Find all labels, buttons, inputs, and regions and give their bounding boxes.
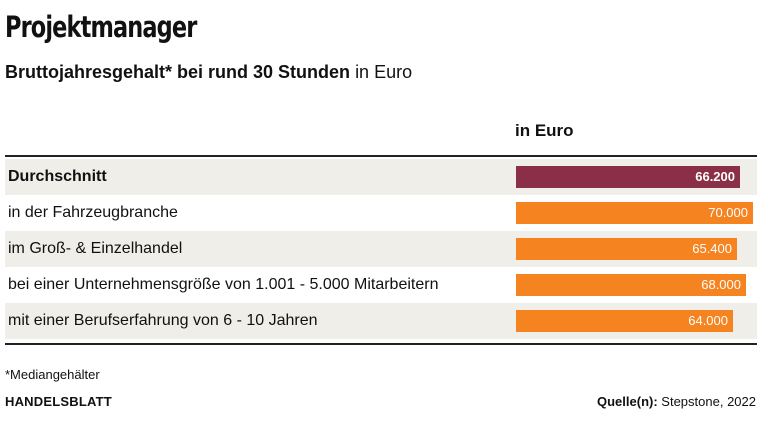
bar-value-label: 68.000 xyxy=(701,277,741,292)
value-column-header: in Euro xyxy=(515,121,574,140)
bar-row: bei einer Unternehmensgröße von 1.001 - … xyxy=(5,267,757,303)
bar-value-label: 65.400 xyxy=(692,241,732,256)
subtitle-unit: in Euro xyxy=(355,62,413,82)
bar-value-label: 70.000 xyxy=(708,205,748,220)
bar-value-label: 64.000 xyxy=(688,313,728,328)
bar: 70.000 xyxy=(516,202,753,224)
bar-table: Durchschnitt 66.200 in der Fahrzeugbranche… xyxy=(5,155,757,345)
source-value: Stepstone, 2022 xyxy=(661,394,756,409)
bar: 66.200 xyxy=(516,166,740,188)
subtitle-bold: Bruttojahresgehalt* bei rund 30 Stunden xyxy=(5,62,351,82)
bar-row: in der Fahrzeugbranche 70.000 xyxy=(5,195,757,231)
category-label: im Groß- & Einzelhandel xyxy=(8,240,183,257)
source-label: Quelle(n): xyxy=(597,394,658,409)
footnote: *Mediangehälter xyxy=(5,367,100,382)
brand-name: HANDELSBLATT xyxy=(5,394,112,409)
bar: 68.000 xyxy=(516,274,746,296)
bar: 65.400 xyxy=(516,238,737,260)
bar-value-label: 66.200 xyxy=(695,169,735,184)
bar-row: mit einer Berufserfahrung von 6 - 10 Jah… xyxy=(5,303,757,339)
bar: 64.000 xyxy=(516,310,733,332)
category-label: bei einer Unternehmensgröße von 1.001 - … xyxy=(8,276,439,293)
category-label: Durchschnitt xyxy=(8,168,107,185)
category-label: in der Fahrzeugbranche xyxy=(8,204,178,221)
chart-title: Projektmanager xyxy=(5,10,197,44)
source-note: Quelle(n): Stepstone, 2022 xyxy=(597,394,756,409)
chart-subtitle: Bruttojahresgehalt* bei rund 30 Stunden … xyxy=(5,62,412,83)
bar-row-average: Durchschnitt 66.200 xyxy=(5,159,757,195)
category-label: mit einer Berufserfahrung von 6 - 10 Jah… xyxy=(8,312,318,329)
bar-row: im Groß- & Einzelhandel 65.400 xyxy=(5,231,757,267)
